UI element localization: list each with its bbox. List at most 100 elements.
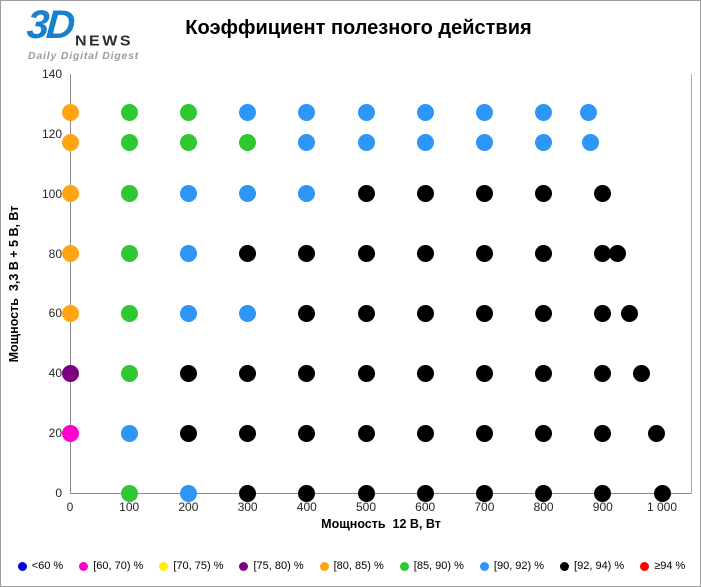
data-point [179, 104, 197, 122]
data-point [582, 134, 600, 152]
legend-item: ≥94 % [640, 560, 685, 572]
data-point [535, 245, 553, 263]
data-point [298, 104, 316, 122]
data-point [416, 484, 434, 502]
legend-dot-icon [79, 561, 89, 571]
data-point [298, 364, 316, 382]
legend-label: [90, 92) % [493, 560, 545, 572]
data-point [179, 245, 197, 263]
data-point [120, 245, 138, 263]
data-point [239, 104, 257, 122]
legend-label: [85, 90) % [413, 560, 464, 572]
x-tick-label: 1 000 [646, 500, 678, 514]
x-tick-label: 300 [237, 500, 258, 514]
x-tick-label: 500 [355, 500, 377, 514]
x-axis-line [70, 493, 692, 494]
x-tick-label: 900 [592, 500, 613, 514]
data-point [475, 104, 493, 122]
data-point [239, 134, 257, 152]
x-tick-label: 0 [66, 500, 74, 514]
legend-label: [60, 70) % [93, 560, 144, 572]
data-point [620, 304, 638, 322]
legend-item: [60, 70) % [79, 560, 143, 572]
chart-title: Коэффициент полезного действия [185, 17, 532, 39]
data-point [475, 304, 493, 322]
legend-item: [70, 75) % [159, 560, 223, 572]
data-point [357, 424, 375, 442]
legend: <60 % [60, 70) % [70, 75) % [75, 80) % [80, … [17, 560, 685, 572]
data-point [594, 424, 612, 442]
legend-item: [80, 85) % [319, 560, 384, 572]
data-point [357, 484, 375, 502]
legend-item: [85, 90) % [399, 560, 464, 572]
data-point [239, 304, 257, 322]
data-point [61, 134, 79, 152]
data-point [475, 245, 493, 263]
data-point [416, 185, 434, 203]
data-point [594, 484, 612, 502]
legend-label: [92, 94) % [574, 560, 625, 572]
data-point [632, 364, 650, 382]
y-tick-label: 0 [55, 486, 62, 500]
legend-label: ≥94 % [654, 560, 686, 572]
data-point [594, 304, 612, 322]
x-axis-title: Мощность 12 В, Вт [321, 517, 441, 531]
data-point [357, 134, 375, 152]
legend-dot-icon [640, 561, 650, 571]
data-point [61, 245, 79, 263]
data-point [298, 134, 316, 152]
data-point [298, 304, 316, 322]
data-point [179, 304, 197, 322]
y-tick-label: 120 [41, 126, 62, 141]
data-point [535, 484, 553, 502]
data-point [535, 185, 553, 203]
data-point [298, 484, 316, 502]
data-point [179, 424, 197, 442]
data-point [653, 484, 671, 502]
data-point [535, 424, 553, 442]
data-point [61, 424, 79, 442]
legend-item: [92, 94) % [560, 560, 624, 572]
data-point [120, 185, 138, 203]
legend-label: [75, 80) % [253, 560, 304, 572]
data-point [298, 245, 316, 263]
legend-dot-icon [319, 561, 329, 571]
data-point [298, 185, 316, 203]
logo-news-text: NEWS [75, 33, 133, 50]
data-point [475, 364, 493, 382]
data-point [535, 104, 553, 122]
y-tick-label: 20 [48, 426, 62, 441]
data-point [239, 245, 257, 263]
data-point [120, 364, 138, 382]
data-point [535, 304, 553, 322]
data-point [239, 424, 257, 442]
data-point [120, 104, 138, 122]
data-point [416, 104, 434, 122]
x-tick-label: 800 [533, 500, 554, 514]
data-point [239, 364, 257, 382]
data-point [416, 424, 434, 442]
x-tick-label: 400 [296, 500, 317, 514]
y-tick-label: 140 [41, 67, 62, 81]
x-tick-label: 700 [474, 500, 495, 514]
data-point [120, 424, 138, 442]
data-point [594, 364, 612, 382]
legend-dot-icon [560, 561, 570, 571]
data-point [61, 185, 79, 203]
data-point [535, 364, 553, 382]
logo-3dnews: 3D NEWS Daily Digital Digest [23, 3, 168, 64]
y-tick-label: 100 [41, 186, 62, 201]
data-point [579, 104, 597, 122]
legend-label: [80, 85) % [333, 560, 384, 572]
legend-label: [70, 75) % [173, 560, 224, 572]
data-point [179, 134, 197, 152]
data-point [416, 364, 434, 382]
data-point [475, 484, 493, 502]
legend-label: <60 % [31, 560, 64, 572]
legend-item: <60 % [17, 560, 64, 572]
data-point [179, 364, 197, 382]
data-point [120, 304, 138, 322]
data-point [416, 304, 434, 322]
legend-dot-icon [239, 561, 249, 571]
